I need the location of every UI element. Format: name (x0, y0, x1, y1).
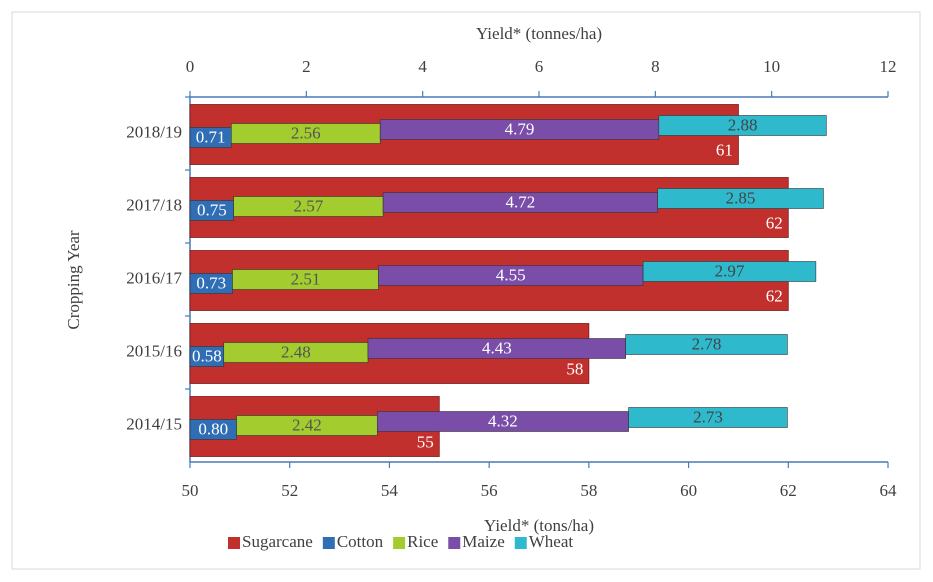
x-tick-label: 64 (880, 481, 898, 500)
x2-tick-label: 6 (535, 57, 544, 76)
data-label: 2.85 (726, 188, 756, 207)
legend-swatch (448, 537, 461, 549)
data-label: 0.71 (196, 127, 226, 146)
data-label: 2.56 (291, 123, 321, 142)
bar-segment (628, 407, 788, 428)
y-tick-label: 2017/18 (126, 195, 182, 214)
y-tick-label: 2015/16 (126, 341, 182, 360)
data-label: 2.78 (692, 334, 722, 353)
y-tick-label: 2016/17 (126, 268, 182, 287)
legend-label: Rice (407, 532, 438, 551)
data-label: 62 (766, 213, 783, 232)
data-label: 61 (716, 140, 733, 159)
legend-swatch (393, 537, 406, 549)
data-label: 0.73 (196, 273, 226, 292)
bar-segment (658, 115, 827, 136)
data-label: 4.72 (506, 192, 536, 211)
x-tick-label: 56 (481, 481, 498, 500)
data-label: 2.48 (281, 342, 311, 361)
x-tick-label: 62 (780, 481, 797, 500)
y-tick-label: 2014/15 (126, 414, 182, 433)
x2-axis-label: Yield* (tonnes/ha) (476, 24, 602, 43)
y-axis-label: Cropping Year (64, 230, 83, 330)
x-tick-label: 58 (580, 481, 597, 500)
y-tick-label: 2018/19 (126, 122, 182, 141)
data-label: 0.58 (192, 346, 222, 365)
legend-label: Sugarcane (242, 532, 313, 551)
x-tick-label: 50 (182, 481, 199, 500)
x-tick-label: 52 (281, 481, 298, 500)
data-label: 2.97 (715, 261, 745, 280)
x2-tick-label: 2 (302, 57, 311, 76)
data-label: 62 (766, 286, 783, 305)
data-label: 2.88 (728, 115, 758, 134)
data-label: 4.55 (496, 265, 526, 284)
legend-label: Maize (462, 532, 504, 551)
legend-swatch (514, 537, 527, 549)
legend-swatch (228, 537, 240, 549)
legend-swatch (322, 537, 335, 549)
bar-segment (625, 334, 788, 355)
x2-tick-label: 12 (880, 57, 897, 76)
data-label: 2.57 (293, 196, 323, 215)
data-label: 4.79 (505, 119, 535, 138)
data-label: 2.73 (693, 407, 723, 426)
x2-tick-label: 10 (763, 57, 780, 76)
x-axis-label: Yield* (tons/ha) (484, 516, 594, 535)
data-label: 4.43 (482, 338, 512, 357)
data-label: 58 (566, 359, 583, 378)
x2-tick-label: 4 (418, 57, 427, 76)
x2-tick-label: 0 (186, 57, 195, 76)
data-label: 0.75 (197, 200, 227, 219)
data-label: 2.42 (292, 415, 322, 434)
data-label: 2.51 (291, 269, 321, 288)
legend-label: Wheat (529, 532, 574, 551)
data-label: 0.80 (198, 419, 228, 438)
data-label: 4.32 (488, 411, 518, 430)
x-tick-label: 60 (680, 481, 697, 500)
legend-label: Cotton (337, 532, 384, 551)
x-tick-label: 54 (381, 481, 399, 500)
bar-segment (642, 261, 817, 282)
data-label: 55 (417, 432, 434, 451)
x2-tick-label: 8 (651, 57, 660, 76)
bar-segment (657, 188, 824, 209)
